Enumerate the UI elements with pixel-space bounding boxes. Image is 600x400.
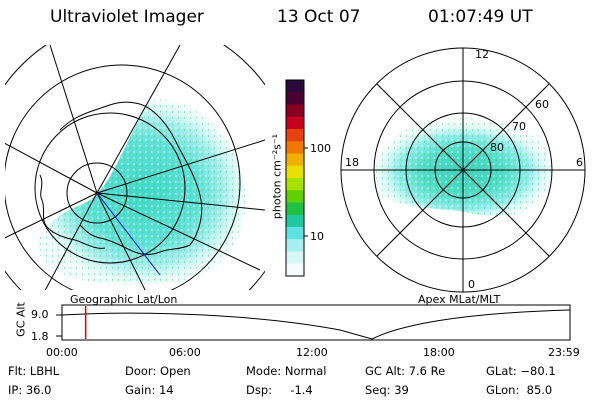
colorbar-segment (286, 190, 304, 203)
altitude-timeline (56, 304, 571, 341)
colorbar-segment (286, 104, 304, 118)
timeline-xtick-1200: 12:00 (296, 346, 328, 359)
timeline-ytick-1.8: 1.8 (31, 330, 49, 343)
colorbar-tick-10: 10 (310, 230, 324, 243)
colorbar-segment (286, 227, 304, 240)
colorbar-segment (286, 129, 304, 142)
app-title: Ultraviolet Imager (50, 7, 204, 27)
colorbar-unit-label: photon cm⁻²s⁻¹ (270, 133, 284, 220)
timeline-ytick-9: 9.0 (31, 308, 49, 321)
mlt-label-0: 0 (468, 278, 475, 291)
glat-value: GLat: −80.1 (486, 364, 556, 378)
door-value: Door: Open (125, 364, 191, 378)
colorbar-segment (286, 80, 304, 93)
right-panel-label: Apex MLat/MLT (418, 293, 501, 306)
mlat-label-80: 80 (490, 141, 504, 154)
timeline-xtick-1800: 18:00 (423, 346, 455, 359)
image-time: 01:07:49 UT (428, 7, 533, 27)
mlt-label-12: 12 (475, 48, 489, 61)
coastline (59, 101, 203, 255)
glon-value: GLon: 85.0 (486, 383, 553, 397)
mlat-mlt-plot (340, 47, 586, 293)
colorbar-segment (286, 153, 304, 167)
timeline-ylabel: GC Alt (14, 302, 28, 337)
filter-value: Flt: LBHL (8, 364, 60, 378)
seq-value: Seq: 39 (365, 383, 409, 397)
colorbar-tick-100: 100 (310, 142, 331, 155)
image-date: 13 Oct 07 (277, 7, 361, 27)
mlt-label-6: 6 (576, 156, 583, 169)
gc-alt-value: GC Alt: 7.6 Re (365, 364, 446, 378)
color-scale-bar (285, 79, 308, 277)
colorbar-segment (286, 141, 304, 154)
timeline-xtick-0000: 00:00 (46, 346, 78, 359)
colorbar-segment (286, 263, 304, 277)
colorbar-segment (286, 239, 304, 252)
colorbar-segment (286, 214, 304, 228)
gain-value: Gain: 14 (125, 383, 174, 397)
left-panel-label: Geographic Lat/Lon (70, 293, 178, 306)
timeline-xtick-0600: 06:00 (169, 346, 201, 359)
colorbar-segment (286, 165, 304, 179)
mlat-label-70: 70 (512, 120, 526, 133)
colorbar-segment (286, 92, 304, 105)
colorbar-segment (286, 202, 304, 216)
colorbar-segment (286, 116, 304, 130)
ip-value: IP: 36.0 (8, 383, 52, 397)
timeline-xtick-2359: 23:59 (548, 346, 580, 359)
colorbar-segment (286, 251, 304, 265)
colorbar-segment (286, 178, 304, 191)
altitude-curve (61, 309, 571, 340)
mode-value: Mode: Normal (246, 364, 327, 378)
mlt-label-18: 18 (345, 156, 359, 169)
mlat-label-60: 60 (535, 98, 549, 111)
dsp-value: Dsp: -1.4 (246, 383, 313, 397)
colorbar-frame (285, 79, 305, 277)
geographic-map (5, 45, 265, 290)
